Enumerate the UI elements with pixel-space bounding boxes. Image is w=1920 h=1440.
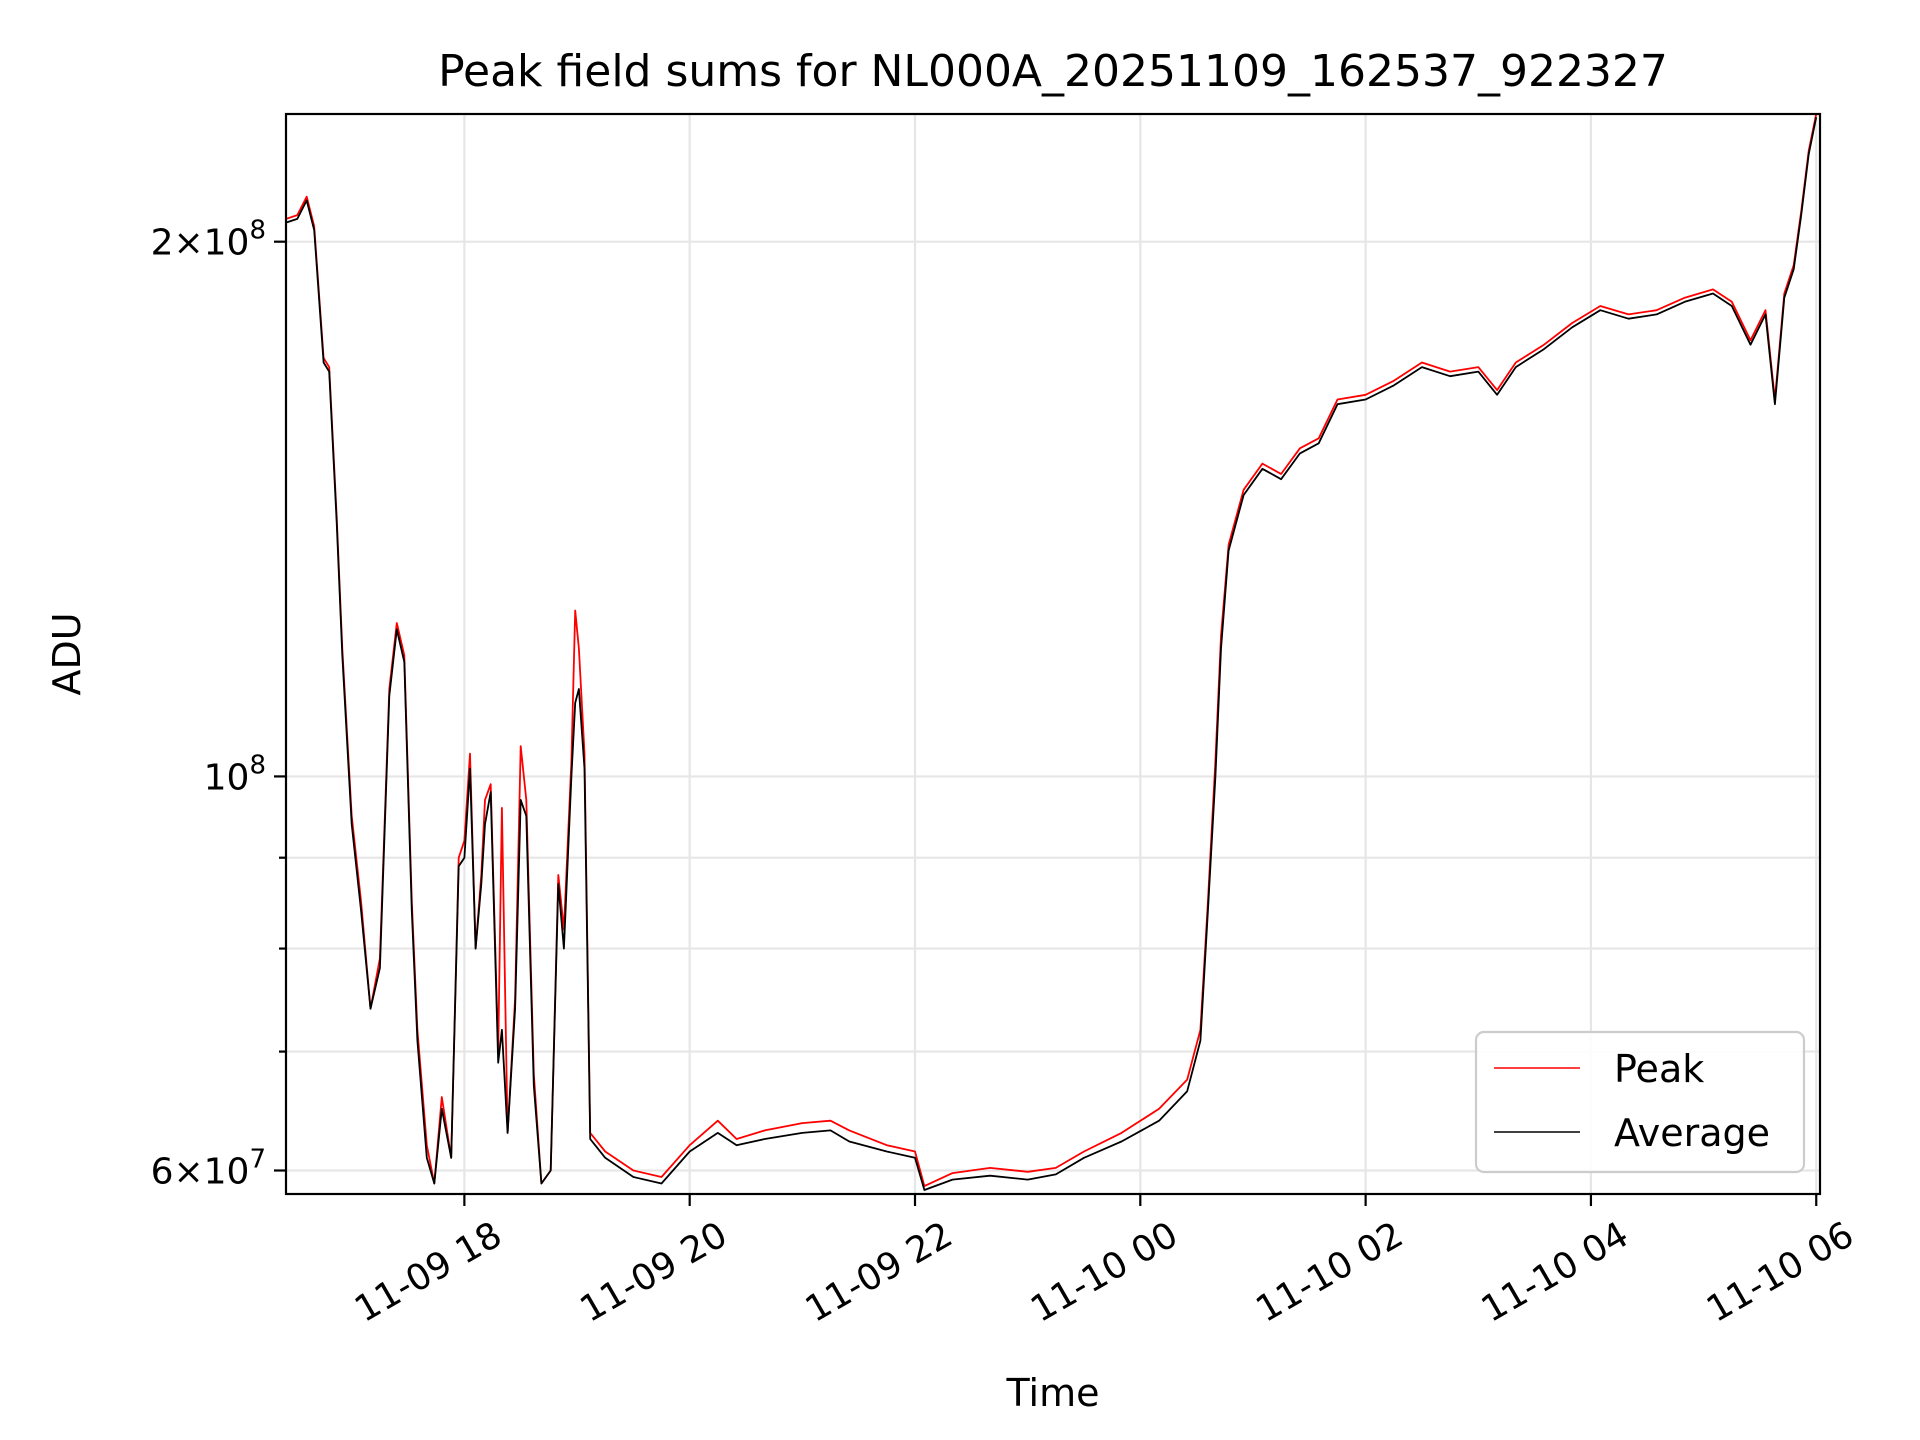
series-layer bbox=[286, 114, 1818, 1191]
x-axis-label: Time bbox=[1006, 1371, 1100, 1415]
plot-frame bbox=[284, 112, 1822, 1196]
y-tick-label: 6×107 bbox=[151, 1145, 266, 1193]
legend-box bbox=[1474, 1030, 1806, 1174]
chart-title: Peak field sums for NL000A_20251109_1625… bbox=[438, 46, 1668, 97]
y-tick-label: 108 bbox=[204, 750, 266, 798]
y-tick-label: 2×108 bbox=[151, 216, 266, 264]
series-line-average bbox=[286, 117, 1818, 1191]
y-axis-label: ADU bbox=[45, 612, 89, 695]
y-axis-ticks: 6×107 108 2×108 bbox=[151, 216, 286, 1193]
legend-label-average: Average bbox=[1614, 1111, 1770, 1155]
grid-lines bbox=[286, 114, 1820, 1194]
series-line-peak bbox=[286, 114, 1818, 1187]
legend-label-peak: Peak bbox=[1614, 1047, 1704, 1091]
legend: Peak Average bbox=[1474, 1030, 1806, 1174]
